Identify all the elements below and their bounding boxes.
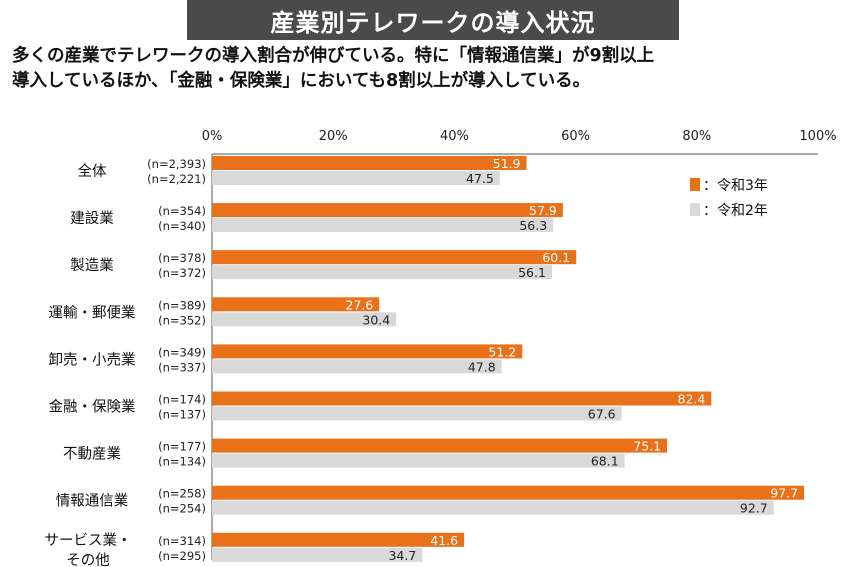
bar-r2 [212, 218, 554, 233]
bar-r2 [212, 547, 423, 562]
bar-r2 [212, 265, 552, 280]
sample-size-label: (n=352) [158, 313, 206, 327]
category-label: 運輸・郵便業 [49, 304, 136, 321]
legend-label: ：令和2年 [703, 203, 768, 219]
data-label: 97.7 [770, 486, 798, 501]
category-label: 建設業 [70, 210, 114, 227]
sample-size-label: (n=174) [158, 393, 206, 407]
sample-size-label: (n=349) [158, 345, 206, 359]
legend-swatch [690, 178, 700, 191]
category-label: その他 [66, 552, 110, 567]
subtitle-line-2: 導入しているほか、「金融・保険業」においても8割以上が導入している。 [12, 71, 591, 91]
data-label: 30.4 [362, 312, 390, 327]
data-label: 82.4 [678, 392, 706, 407]
legend-label: ：令和3年 [703, 178, 768, 194]
data-label: 56.1 [518, 265, 546, 280]
sample-size-label: (n=340) [158, 219, 206, 233]
sample-size-label: (n=378) [158, 251, 206, 265]
bar-r3 [212, 344, 523, 359]
sample-size-label: (n=372) [158, 266, 206, 280]
bar-r3 [212, 485, 805, 500]
bar-r3 [212, 391, 712, 406]
bar-r2 [212, 453, 625, 468]
x-tick-label: 0% [202, 129, 223, 144]
x-tick-label: 60% [561, 129, 590, 144]
data-label: 47.5 [466, 171, 494, 186]
category-label: 金融・保険業 [49, 399, 136, 416]
sample-size-label: (n=389) [158, 298, 206, 312]
data-label: 60.1 [542, 250, 570, 265]
sample-size-label: (n=134) [158, 455, 206, 469]
chart-title-banner: 産業別テレワークの導入状況 [187, 0, 679, 40]
sample-size-label: (n=2,393) [147, 157, 206, 171]
sample-size-label: (n=254) [158, 502, 206, 516]
bar-r2 [212, 171, 500, 185]
data-label: 57.9 [529, 203, 557, 218]
bar-r2 [212, 406, 622, 421]
category-label: サービス業・ [45, 532, 132, 549]
data-label: 47.8 [468, 359, 496, 374]
bar-r3 [212, 297, 380, 312]
sample-size-label: (n=354) [158, 204, 206, 218]
sample-size-label: (n=137) [158, 408, 206, 422]
chart-subtitle: 多くの産業でテレワークの導入割合が伸びている。特に「情報通信業」が9割以上 導入… [12, 44, 842, 94]
data-label: 92.7 [740, 501, 768, 516]
x-tick-label: 100% [799, 129, 836, 144]
x-tick-label: 80% [682, 129, 711, 144]
category-label: 製造業 [70, 257, 114, 274]
data-label: 41.6 [430, 533, 458, 548]
data-label: 51.9 [493, 156, 521, 171]
data-label: 34.7 [388, 548, 416, 563]
category-label: 卸売・小売業 [49, 351, 136, 368]
bar-r3 [212, 438, 668, 453]
data-label: 67.6 [588, 407, 616, 422]
sample-size-label: (n=177) [158, 440, 206, 454]
chart-title: 産業別テレワークの導入状況 [270, 8, 596, 37]
sample-size-label: (n=295) [158, 549, 206, 563]
x-tick-label: 40% [440, 129, 469, 144]
sample-size-label: (n=258) [158, 487, 206, 501]
x-tick-label: 20% [319, 129, 348, 144]
sample-size-label: (n=314) [158, 534, 206, 548]
bar-r3 [212, 532, 465, 547]
data-label: 56.3 [519, 218, 547, 233]
data-label: 27.6 [345, 297, 373, 312]
subtitle-line-1: 多くの産業でテレワークの導入割合が伸びている。特に「情報通信業」が9割以上 [12, 46, 655, 66]
bar-r2 [212, 312, 397, 327]
category-label: 不動産業 [63, 446, 121, 463]
bar-r2 [212, 359, 502, 374]
data-label: 68.1 [591, 454, 619, 469]
category-label: 情報通信業 [56, 493, 129, 510]
data-label: 51.2 [488, 344, 516, 359]
bar-r3 [212, 156, 527, 170]
bar-r3 [212, 250, 577, 265]
sample-size-label: (n=2,221) [147, 172, 206, 186]
legend-swatch [690, 203, 700, 216]
bar-r2 [212, 500, 774, 515]
data-label: 75.1 [633, 439, 661, 454]
category-label: 全体 [78, 162, 107, 180]
bar-r3 [212, 203, 563, 218]
sample-size-label: (n=337) [158, 360, 206, 374]
